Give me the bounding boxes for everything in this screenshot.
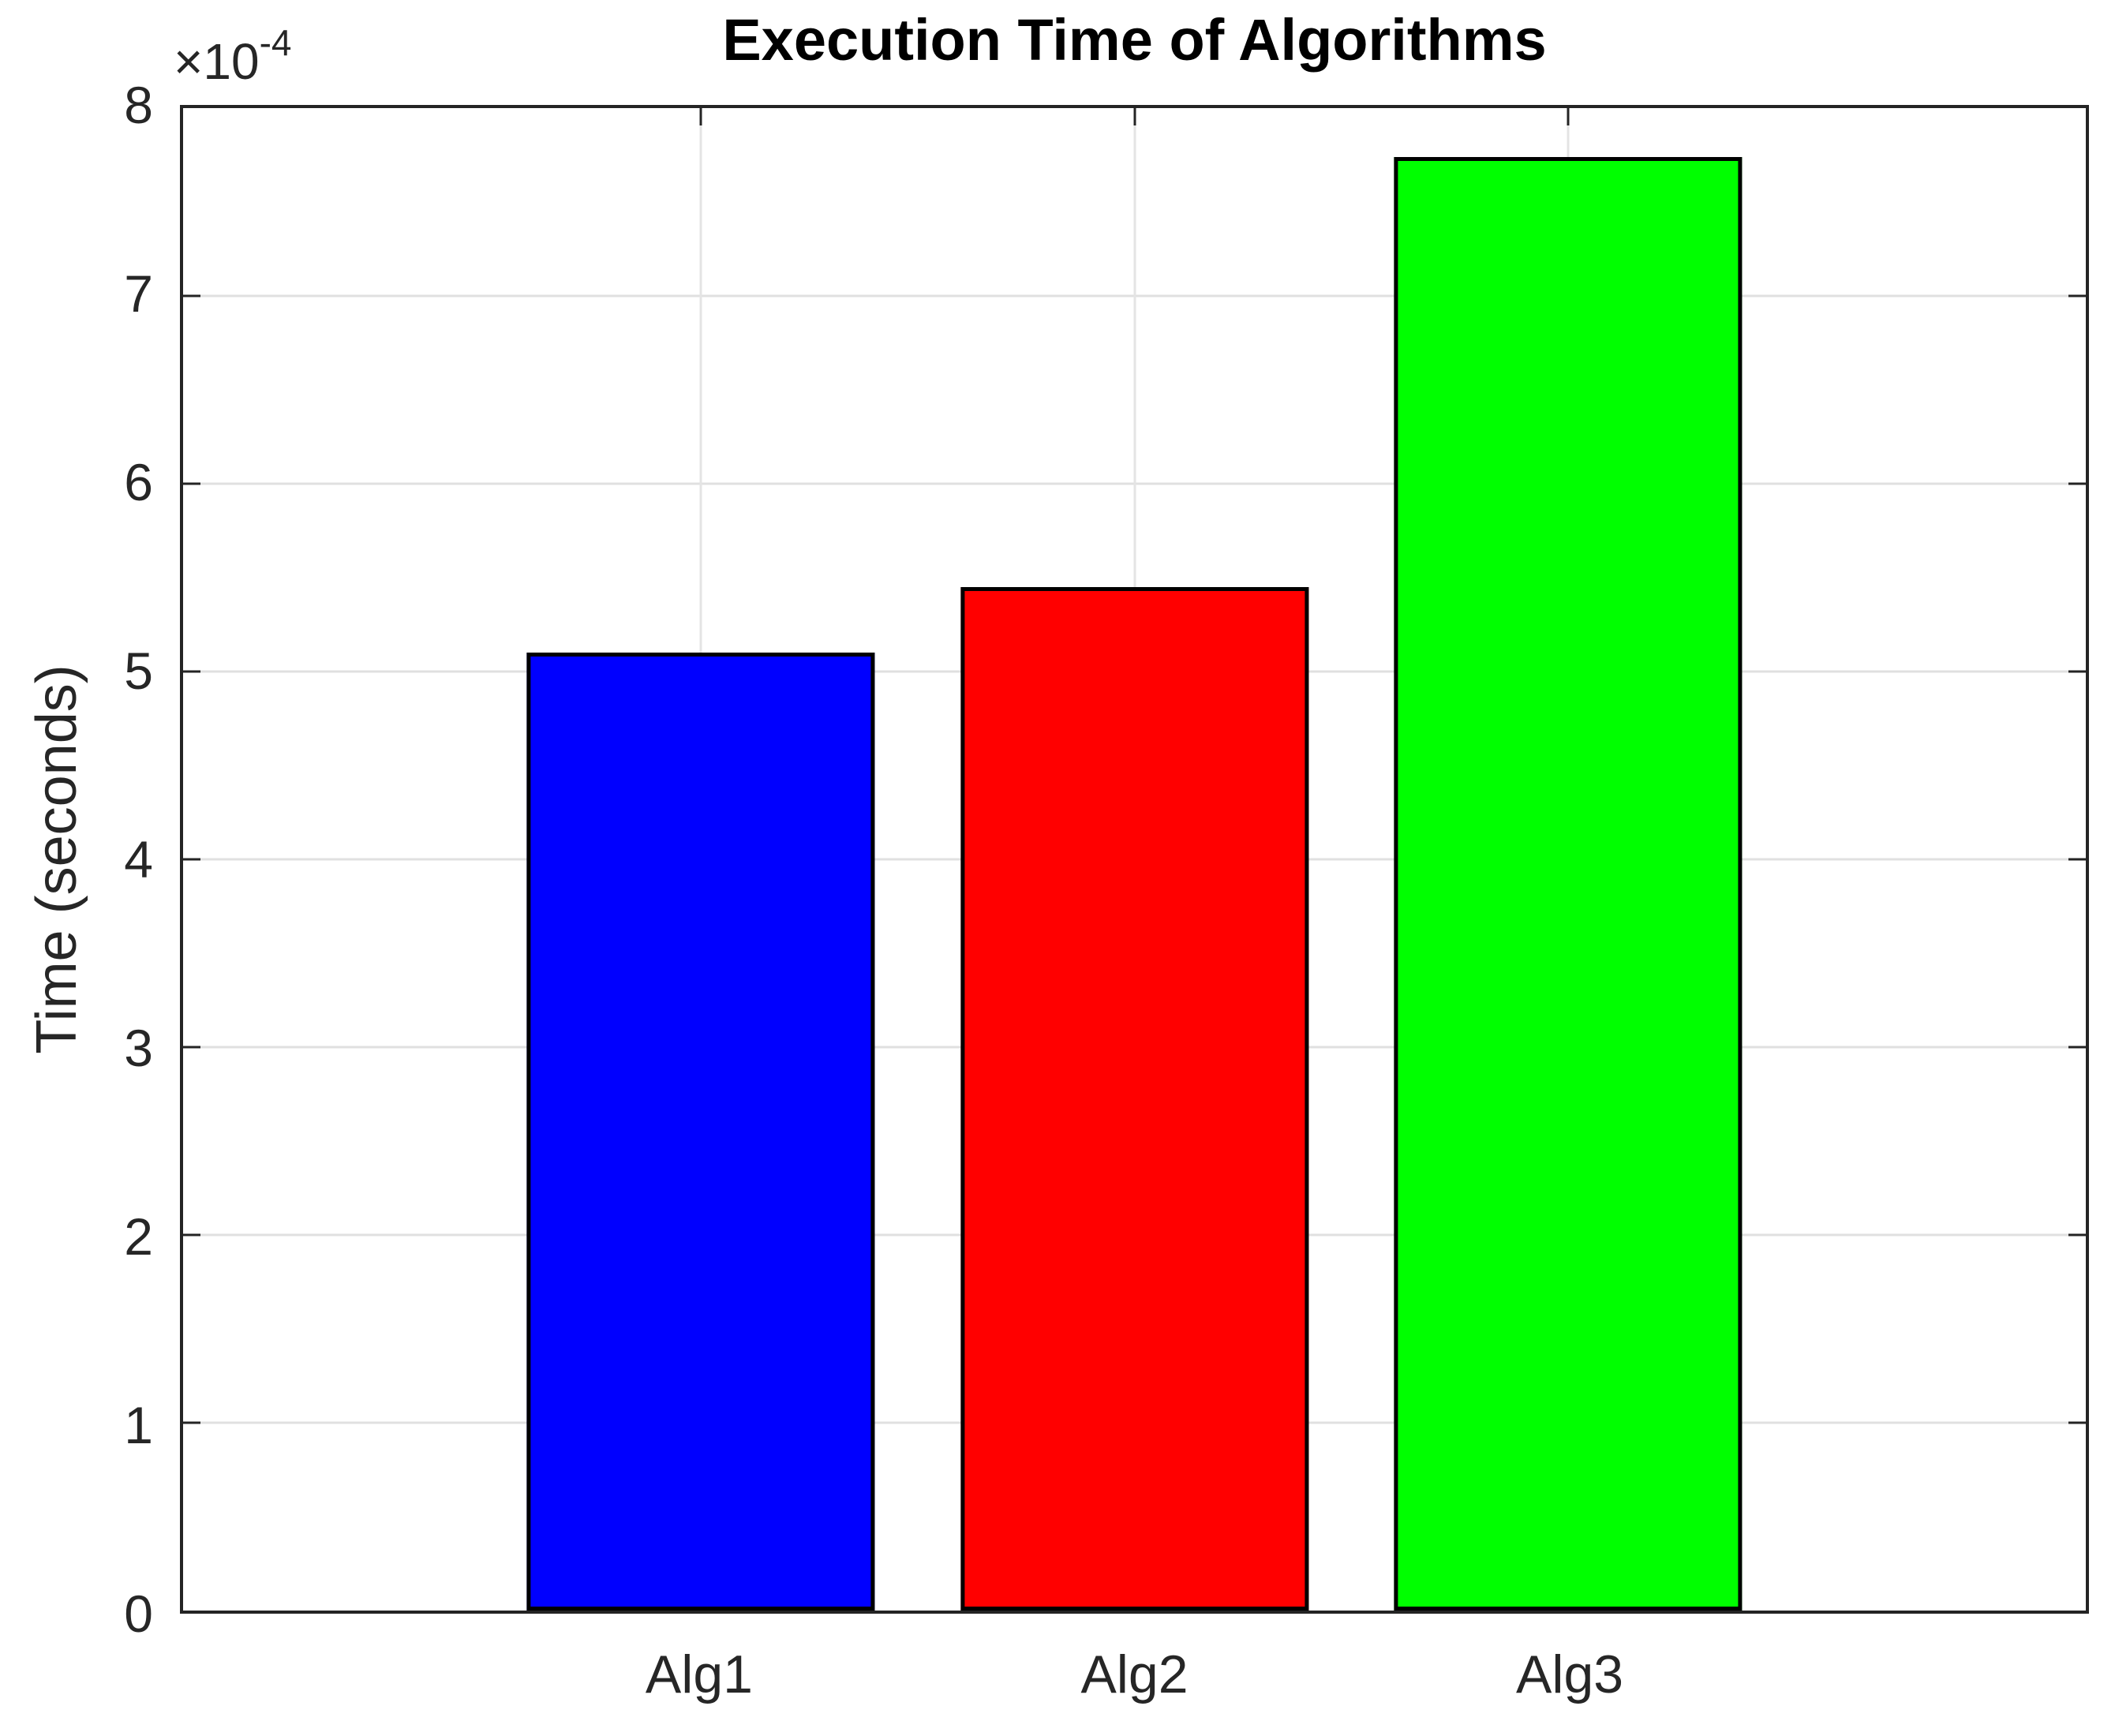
chart-title: Execution Time of Algorithms [722, 7, 1547, 73]
y-axis-exponent-base: ×10 [174, 33, 260, 90]
bar-alg3 [1394, 156, 1743, 1611]
bar-alg1 [526, 653, 875, 1611]
y-tick-mark-left [183, 858, 200, 861]
y-tick-label: 3 [124, 1019, 153, 1077]
y-tick-label: 6 [124, 453, 153, 511]
y-tick-mark-left [183, 1421, 200, 1424]
y-tick-label: 8 [124, 76, 153, 134]
y-tick-mark-right [2068, 670, 2086, 673]
x-tick-mark-top [699, 108, 702, 125]
x-tick-mark-top [1567, 108, 1570, 125]
x-tick-label: Alg2 [1080, 1644, 1189, 1704]
x-tick-label: Alg1 [645, 1644, 754, 1704]
y-tick-label: 1 [124, 1396, 153, 1454]
y-axis-exponent: ×10-4 [174, 24, 291, 90]
y-tick-mark-right [2068, 294, 2086, 297]
y-tick-label: 0 [124, 1584, 153, 1643]
y-tick-label: 7 [124, 264, 153, 323]
x-tick-mark-top [1133, 108, 1136, 125]
y-tick-mark-left [183, 1046, 200, 1049]
y-tick-mark-right [2068, 1233, 2086, 1237]
bar-alg2 [960, 586, 1309, 1611]
y-tick-mark-left [183, 482, 200, 485]
y-tick-label: 4 [124, 830, 153, 889]
y-axis-label: Time (seconds) [25, 664, 88, 1054]
y-axis-exponent-power: -4 [259, 22, 292, 63]
y-tick-label: 2 [124, 1207, 153, 1266]
y-tick-mark-left [183, 1233, 200, 1237]
y-tick-mark-right [2068, 482, 2086, 485]
y-tick-mark-left [183, 670, 200, 673]
y-tick-mark-right [2068, 1421, 2086, 1424]
plot-area [180, 105, 2089, 1614]
y-tick-label: 5 [124, 642, 153, 700]
y-tick-mark-left [183, 294, 200, 297]
x-tick-label: Alg3 [1515, 1644, 1624, 1704]
y-tick-mark-right [2068, 1046, 2086, 1049]
y-tick-mark-right [2068, 858, 2086, 861]
